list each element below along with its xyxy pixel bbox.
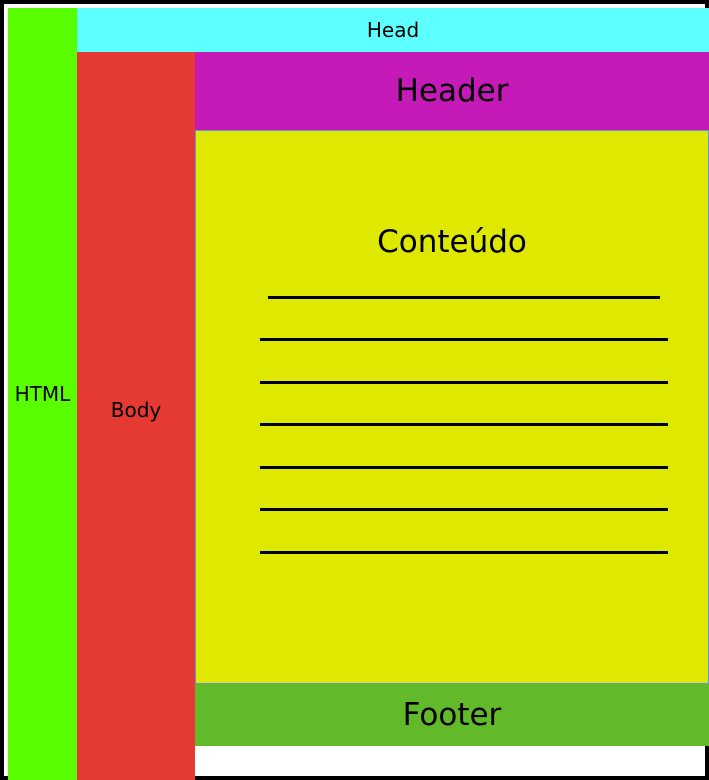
- header-label: Header: [395, 73, 509, 109]
- html-region: HTML: [8, 8, 77, 780]
- footer-label: Footer: [402, 697, 502, 733]
- content-region: Conteúdo: [195, 130, 709, 684]
- html-label: HTML: [14, 382, 71, 406]
- content-text-line: [260, 338, 668, 341]
- header-region: Header: [195, 52, 709, 130]
- content-text-line: [260, 466, 668, 469]
- body-region: Body: [77, 52, 195, 780]
- content-label: Conteúdo: [377, 224, 527, 260]
- content-text-line: [260, 508, 668, 511]
- content-text-line: [260, 423, 668, 426]
- content-text-line: [260, 381, 668, 384]
- head-label: Head: [366, 18, 420, 42]
- content-text-line: [268, 296, 660, 299]
- content-text-line: [260, 551, 668, 554]
- head-region: Head: [77, 8, 709, 52]
- footer-region: Footer: [195, 684, 709, 746]
- body-label: Body: [110, 398, 162, 422]
